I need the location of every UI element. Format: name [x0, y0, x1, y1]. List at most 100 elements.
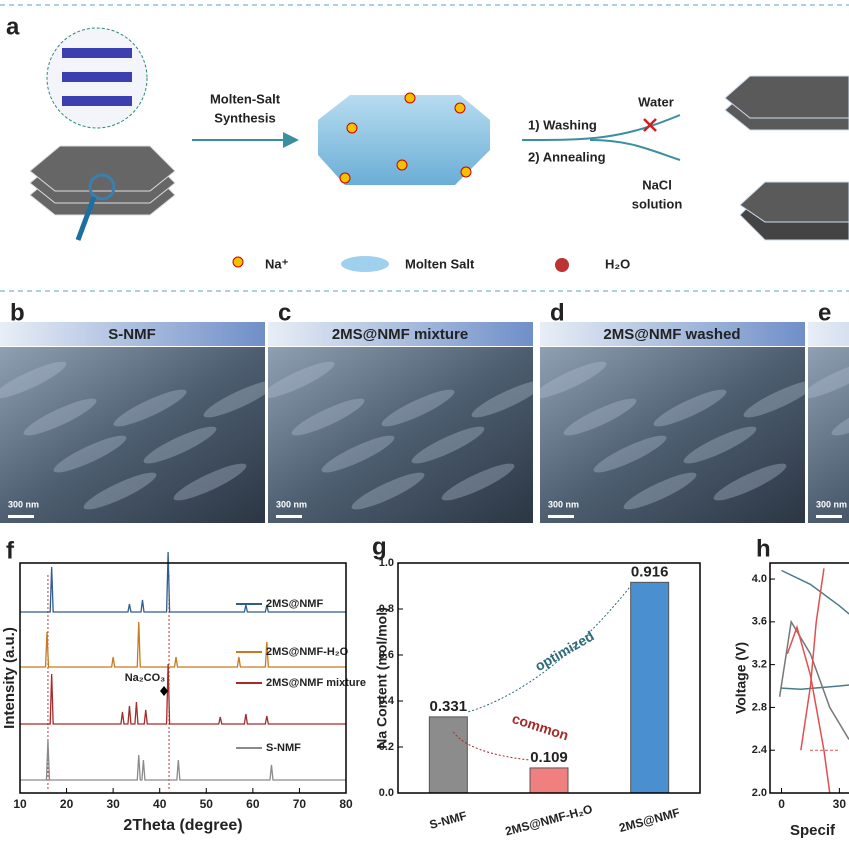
x-tick-label: 2MS@NMF: [618, 805, 682, 835]
step-label: 2) Annealing: [528, 149, 606, 164]
sem-image: [808, 347, 849, 523]
bar: [630, 581, 670, 794]
scale-bar: [548, 515, 574, 518]
y-tick-label: 0.4: [379, 695, 395, 707]
texture: [540, 361, 607, 399]
legend-label: H₂O: [605, 256, 630, 271]
panel-title: S-NMF: [108, 326, 156, 343]
x-axis-label: Specif: [790, 822, 836, 839]
step-label: Molten-Salt: [210, 91, 281, 106]
texture: [143, 426, 217, 464]
magnifier: [88, 173, 116, 201]
y-tick-label: 0.6: [379, 649, 394, 661]
scale-label: 300 nm: [816, 499, 847, 509]
y-tick-label: 4.0: [752, 573, 767, 585]
texture: [563, 398, 637, 436]
plot-frame: [19, 562, 347, 794]
texture: [808, 361, 849, 399]
trend-arrow: [452, 731, 530, 761]
texture: [593, 435, 667, 473]
scale-bar: [816, 515, 842, 518]
scale-label: 300 nm: [548, 499, 579, 509]
x-tick-label: 80: [339, 797, 353, 811]
xrd-trace: [20, 739, 346, 781]
sem-panel: 300 nm 2MS@NMF mixture: [268, 322, 533, 523]
x-tick-label: 10: [13, 797, 27, 811]
texture: [173, 463, 247, 501]
y-tick-label: 2.0: [752, 787, 767, 799]
y-tick-label: 0.2: [379, 741, 394, 753]
sem-panel: 300 nm: [808, 322, 849, 523]
water-label: Water: [638, 94, 674, 109]
texture: [291, 398, 365, 436]
texture: [0, 361, 67, 399]
legend-label: 2MS@NMF-H₂O: [266, 646, 349, 658]
nacl-label: NaCl: [642, 177, 672, 192]
bar: [529, 767, 569, 794]
y-tick-label: 0.8: [379, 603, 394, 615]
x-tick-label: S-NMF: [428, 809, 468, 832]
plot-area: [778, 568, 849, 793]
legend-label: 2MS@NMF: [266, 598, 323, 610]
sem-image: [268, 347, 533, 523]
annotation: optimized: [532, 628, 597, 675]
title-bar: [268, 322, 533, 346]
legend-label: Na⁺: [265, 256, 289, 271]
x-tick-label: 60: [246, 797, 260, 811]
texture: [471, 380, 533, 418]
scale-label: 300 nm: [276, 499, 307, 509]
panel-label: g: [372, 533, 387, 560]
legend-icon: [341, 256, 389, 272]
x-tick-label: 30: [833, 797, 847, 811]
voltage-curve: [781, 569, 849, 615]
legend-label: 2MS@NMF mixture: [266, 677, 366, 689]
texture: [713, 463, 787, 501]
x-tick-label: 30: [106, 797, 120, 811]
xrd-trace: [20, 551, 346, 613]
y-tick-label: 1.0: [379, 557, 394, 569]
xrd-trace: [20, 663, 346, 725]
x-tick-label: 50: [200, 797, 214, 811]
panel-title: 2MS@NMF mixture: [332, 326, 468, 343]
panel-label: a: [6, 13, 20, 40]
annotation: Na₂CO₃: [125, 672, 166, 684]
texture: [23, 398, 97, 436]
step-label: Synthesis: [214, 110, 275, 125]
value-label: 0.331: [430, 698, 468, 715]
x-tick-label: 2MS@NMF-H₂O: [504, 802, 594, 839]
voltage-curve: [800, 568, 825, 751]
sem-image: [0, 347, 265, 523]
y-tick-label: 2.4: [752, 744, 768, 756]
y-axis-label: Na Content (mol/mol): [374, 607, 390, 749]
texture: [381, 389, 455, 427]
legend-icon: [232, 256, 244, 268]
trend-arrow: [468, 587, 631, 713]
product-stacks: [724, 75, 849, 241]
texture: [743, 380, 805, 418]
y-tick-label: 2.8: [752, 701, 767, 713]
title-bar: [540, 322, 805, 346]
texture: [683, 426, 757, 464]
sem-image: [540, 347, 805, 523]
legend-icon: [555, 258, 569, 272]
voltage-curve: [786, 624, 831, 793]
title-bar: [808, 322, 849, 346]
texture: [113, 389, 187, 427]
scale-label: 300 nm: [8, 499, 39, 509]
value-label: 0.109: [530, 749, 568, 766]
hex-stack: [29, 145, 176, 216]
panel-label: c: [278, 299, 291, 326]
step-label: 1) Washing: [528, 117, 597, 132]
y-tick-label: 0.0: [379, 787, 394, 799]
texture: [83, 472, 157, 510]
texture: [653, 389, 727, 427]
texture: [321, 435, 395, 473]
nacl-label: solution: [632, 196, 683, 211]
scale-bar: [8, 515, 34, 518]
na-ions: [339, 92, 472, 184]
scale-bar: [276, 515, 302, 518]
bar: [428, 716, 468, 794]
molten-slab: [318, 95, 490, 185]
voltage-curve: [778, 619, 849, 740]
